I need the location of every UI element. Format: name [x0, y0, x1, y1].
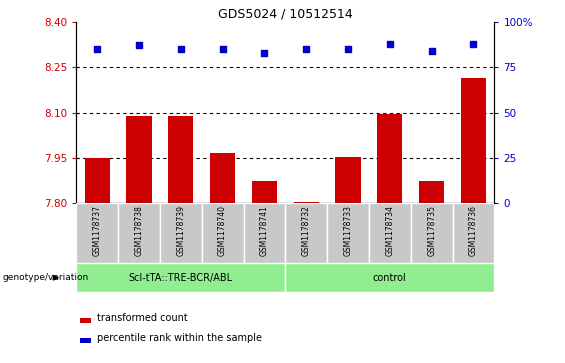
Bar — [411, 203, 453, 263]
Bar — [453, 203, 494, 263]
Text: GSM1178738: GSM1178738 — [134, 205, 144, 256]
Text: GSM1178737: GSM1178737 — [93, 205, 102, 256]
Bar — [244, 203, 285, 263]
Bar — [294, 202, 319, 203]
Bar — [461, 78, 486, 203]
Point — [469, 41, 478, 46]
Bar — [327, 203, 369, 263]
Text: genotype/variation: genotype/variation — [3, 273, 89, 282]
Bar — [76, 203, 118, 263]
Text: Scl-tTA::TRE-BCR/ABL: Scl-tTA::TRE-BCR/ABL — [129, 273, 233, 283]
Bar — [252, 181, 277, 203]
Bar — [285, 263, 494, 292]
Text: transformed count: transformed count — [97, 313, 188, 323]
Bar — [168, 115, 193, 203]
Point — [385, 41, 394, 46]
Text: GSM1178736: GSM1178736 — [469, 205, 478, 256]
Title: GDS5024 / 10512514: GDS5024 / 10512514 — [218, 8, 353, 21]
Bar — [210, 154, 235, 203]
Point — [344, 46, 353, 52]
Bar — [76, 263, 285, 292]
Bar — [285, 203, 327, 263]
Text: GSM1178735: GSM1178735 — [427, 205, 436, 256]
Bar — [336, 157, 360, 203]
Text: GSM1178741: GSM1178741 — [260, 205, 269, 256]
Text: GSM1178739: GSM1178739 — [176, 205, 185, 256]
Bar — [202, 203, 244, 263]
Bar — [127, 115, 151, 203]
Bar — [369, 203, 411, 263]
Text: control: control — [373, 273, 407, 283]
Bar — [85, 158, 110, 203]
Bar — [80, 338, 91, 343]
Point — [427, 48, 436, 54]
Text: percentile rank within the sample: percentile rank within the sample — [97, 333, 262, 343]
Bar — [160, 203, 202, 263]
Text: GSM1178732: GSM1178732 — [302, 205, 311, 256]
Point — [93, 46, 102, 52]
Bar — [419, 181, 444, 203]
Bar — [377, 114, 402, 203]
Point — [218, 46, 227, 52]
Bar — [118, 203, 160, 263]
Point — [260, 50, 269, 56]
Bar — [80, 318, 91, 323]
Point — [176, 46, 185, 52]
Text: GSM1178740: GSM1178740 — [218, 205, 227, 256]
Text: GSM1178733: GSM1178733 — [344, 205, 353, 256]
Point — [302, 46, 311, 52]
Point — [134, 42, 144, 48]
Text: GSM1178734: GSM1178734 — [385, 205, 394, 256]
